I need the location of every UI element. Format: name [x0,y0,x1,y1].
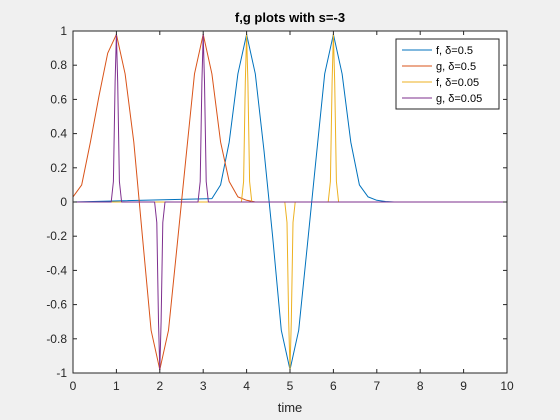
y-tick-label: 0.6 [50,92,67,106]
x-axis-label: time [278,400,303,415]
series-line-1 [72,33,507,371]
legend: f, δ=0.5 g, δ=0.5 f, δ=0.05 g, δ=0.05 [395,38,500,110]
y-tick-label: 0.2 [50,161,67,175]
legend-entry-2: g, δ=0.5 [436,61,476,73]
x-tick-label: 4 [243,379,250,393]
x-tick-label: 3 [200,379,207,393]
y-tick-label: -0.8 [46,332,67,346]
y-tick-label: -1 [56,366,67,380]
legend-entry-1: f, δ=0.5 [436,45,473,57]
y-tick-label: -0.2 [46,229,67,243]
x-tick-label: 1 [113,379,120,393]
x-tick-label: 10 [500,379,514,393]
x-tick-label: 8 [417,379,424,393]
x-tick-label: 0 [70,379,77,393]
y-tick-label: -0.4 [46,263,67,277]
x-tick-label: 6 [330,379,337,393]
x-tick-label: 5 [287,379,294,393]
y-tick-label: 1 [60,24,67,38]
y-tick-label: -0.6 [46,298,67,312]
x-tick-label: 2 [156,379,163,393]
legend-entry-3: f, δ=0.05 [436,77,479,89]
y-tick-label: 0 [60,195,67,209]
y-tick-label: 0.8 [50,58,67,72]
legend-entry-4: g, δ=0.05 [436,93,482,105]
x-tick-label: 7 [373,379,380,393]
y-tick-label: 0.4 [50,127,67,141]
legend-box [395,38,500,110]
ticks-layer: 0 1 2 3 4 5 6 7 8 9 10 -1 -0.8 -0.6 -0.4 -0.2 0 0.2 0.4 0.6… [46,24,514,393]
x-tick-label: 9 [460,379,467,393]
series-line-2 [72,33,507,371]
chart-title: f,g plots with s=-3 [235,10,345,25]
